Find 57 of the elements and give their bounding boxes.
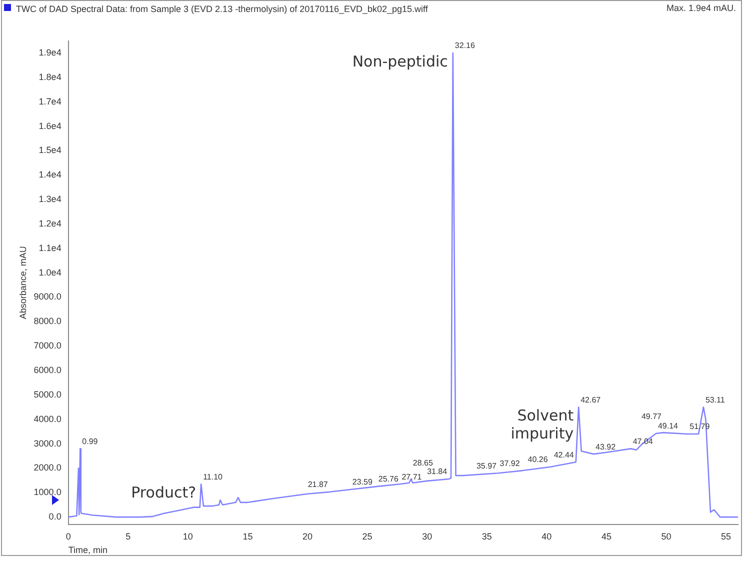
annotation: 11.10 bbox=[203, 472, 224, 482]
y-tick-label: 1.3e4 bbox=[38, 194, 62, 204]
y-tick-label: 1.5e4 bbox=[38, 145, 62, 156]
annotation: 27.71 bbox=[402, 472, 422, 482]
annotation: 21.87 bbox=[308, 480, 328, 490]
y-tick-label: 1.8e4 bbox=[38, 72, 62, 82]
annotation: 35.97 bbox=[476, 461, 498, 470]
x-tick-label: 25 bbox=[362, 531, 372, 542]
x-tick-label: 20 bbox=[302, 531, 313, 542]
x-tick-label: 0 bbox=[66, 531, 71, 542]
annotation: 23.59 bbox=[352, 478, 373, 487]
y-axis-title: Absorbance, mAU bbox=[18, 246, 28, 320]
y-tick-label: 1.9e4 bbox=[38, 47, 62, 58]
x-tick-label: 50 bbox=[661, 531, 672, 542]
annotation: 32.16 bbox=[454, 41, 476, 50]
annotation: 53.11 bbox=[705, 395, 726, 404]
y-tick-label: 8000.0 bbox=[34, 316, 62, 326]
y-tick-label: 6000.0 bbox=[34, 365, 62, 376]
y-tick-label: 7000.0 bbox=[34, 340, 62, 351]
y-tick-label: 9000.0 bbox=[34, 292, 62, 302]
y-tick-label: 4000.0 bbox=[34, 414, 62, 424]
annotation: 43.92 bbox=[596, 442, 616, 452]
y-tick-label: 1.7e4 bbox=[38, 96, 62, 106]
x-tick-label: 15 bbox=[242, 531, 253, 542]
annotation: 40.26 bbox=[528, 455, 548, 464]
x-axis-title: Time, min bbox=[68, 545, 108, 556]
y-tick-label: 1.4e4 bbox=[38, 170, 62, 180]
y-tick-label: 0.0 bbox=[48, 512, 62, 522]
annotation: 25.76 bbox=[378, 474, 399, 484]
x-tick-label: 5 bbox=[126, 531, 131, 542]
y-tick-label: 1.2e4 bbox=[38, 218, 62, 228]
annotation: 31.84 bbox=[427, 467, 448, 476]
annotation: Non-peptidic bbox=[352, 52, 448, 70]
y-tick-label: 1.6e4 bbox=[38, 120, 62, 131]
y-tick-label: 2000.0 bbox=[34, 462, 62, 473]
y-tick-label: 1.0e4 bbox=[38, 267, 62, 278]
x-tick-label: 30 bbox=[422, 531, 432, 542]
y-tick-label: 5000.0 bbox=[34, 389, 62, 400]
annotation: 42.44 bbox=[554, 450, 574, 460]
y-tick-label: 1.1e4 bbox=[38, 242, 62, 253]
y-tick-label: 3000.0 bbox=[34, 438, 62, 448]
y-tick-label: 1000.0 bbox=[34, 487, 62, 498]
x-tick-label: 45 bbox=[601, 531, 612, 542]
x-tick-label: 10 bbox=[182, 531, 193, 542]
annotation: 37.92 bbox=[500, 458, 520, 468]
x-tick-label: 55 bbox=[721, 531, 732, 542]
annotation: 49.14 bbox=[658, 422, 679, 431]
text: Max. 1.9e4 mAU. bbox=[666, 2, 736, 13]
x-tick-label: 40 bbox=[542, 531, 552, 542]
annotation: 0.99 bbox=[82, 436, 98, 446]
annotation: Solvent impurity bbox=[510, 406, 574, 443]
x-tick-label: 35 bbox=[482, 531, 492, 542]
annotation: 42.67 bbox=[580, 395, 602, 404]
annotation: 28.65 bbox=[412, 458, 434, 468]
annotation: 49.77 bbox=[641, 412, 662, 421]
annotation: Product? bbox=[131, 483, 196, 502]
chart-title: TWC of DAD Spectral Data: from Sample 3 (EVD 2.13 -thermolysin) of 20170116_EVD_bk02_pg15.wiff bbox=[16, 4, 428, 14]
